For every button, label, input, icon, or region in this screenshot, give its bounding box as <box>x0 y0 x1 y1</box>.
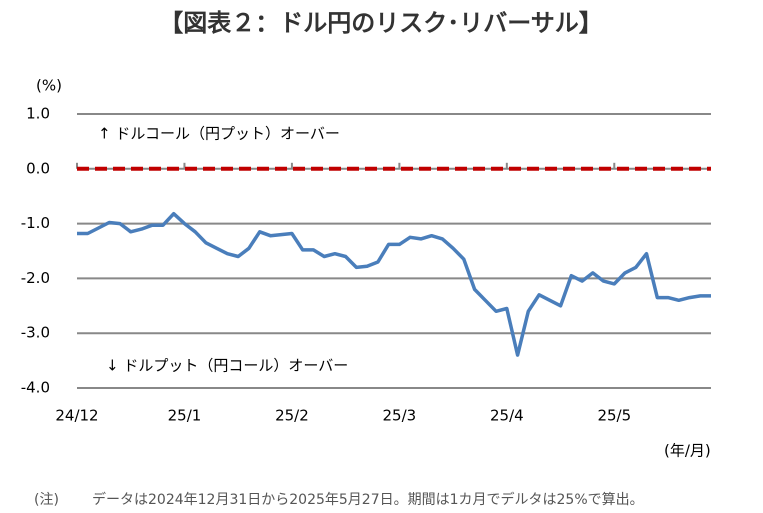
x-tick-label: 25/2 <box>275 407 309 425</box>
note-label: (注) <box>34 492 59 508</box>
x-tick-label: 25/4 <box>490 407 524 425</box>
y-unit: (%) <box>36 77 62 95</box>
series-line <box>77 211 711 357</box>
x-unit: (年/月) <box>664 442 711 460</box>
y-tick-label: -3.0 <box>21 324 50 342</box>
x-tick-label: 25/5 <box>597 407 631 425</box>
y-tick-label: -1.0 <box>21 214 50 232</box>
x-tick-label: 25/3 <box>383 407 417 425</box>
y-tick-label: -4.0 <box>21 379 50 397</box>
x-tick-label: 24/12 <box>55 407 98 425</box>
y-tick-label: -2.0 <box>21 269 50 287</box>
x-tick-label: 25/1 <box>168 407 202 425</box>
y-tick-label: 0.0 <box>26 159 50 177</box>
y-tick-label: 1.0 <box>26 105 50 123</box>
chart-title: 【図表２：ドル円のリスク･リバーサル】 <box>159 9 603 37</box>
annotation: ↑ ドルコール（円プット）オーバー <box>98 125 340 143</box>
note: データは2024年12月31日から2025年5月27日。期間は1カ月でデルタは2… <box>92 491 644 508</box>
annotation: ↓ ドルプット（円コール）オーバー <box>106 357 348 375</box>
